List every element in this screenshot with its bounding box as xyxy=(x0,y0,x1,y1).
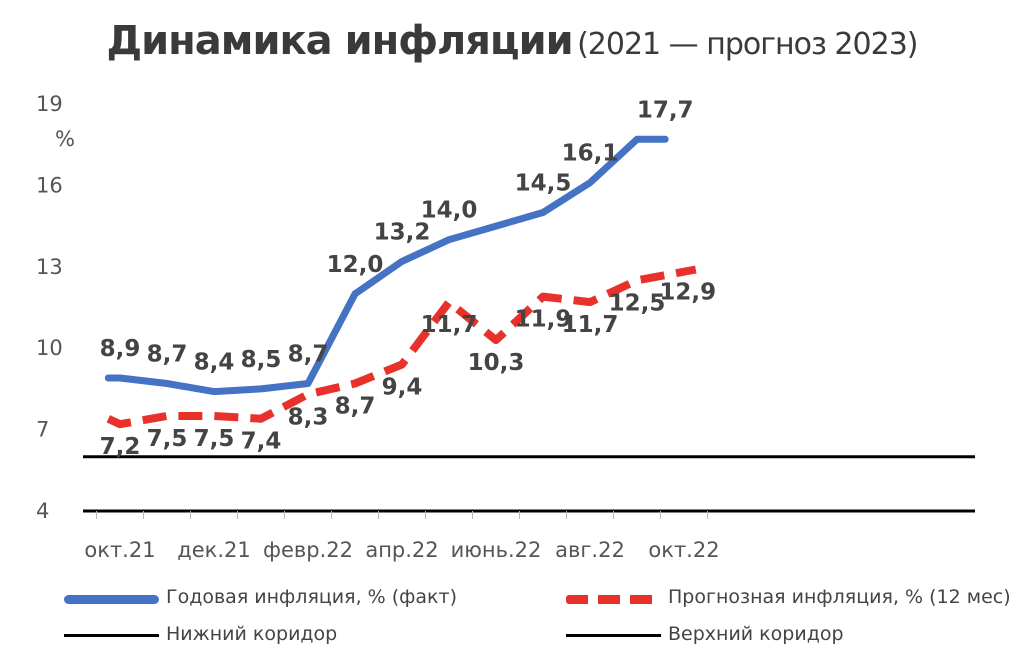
data-label-fact: 12,0 xyxy=(327,252,384,278)
data-label-forecast: 7,2 xyxy=(100,434,141,460)
legend-label-forecast: Прогнозная инфляция, % (12 мес) xyxy=(668,586,1011,608)
title-main: Динамика инфляции xyxy=(106,18,574,64)
data-label-forecast: 11,9 xyxy=(515,307,572,333)
legend-label-fact: Годовая инфляция, % (факт) xyxy=(166,586,458,608)
y-tick-label: 16 xyxy=(36,173,63,197)
x-tick-label: окт.21 xyxy=(84,538,155,562)
data-label-forecast: 7,4 xyxy=(241,429,282,455)
legend-swatch-forecast xyxy=(566,595,661,604)
y-tick-label: 10 xyxy=(36,336,63,360)
legend-label-lower: Нижний коридор xyxy=(166,623,338,645)
legend-swatch-lower xyxy=(64,634,159,637)
data-label-fact: 17,7 xyxy=(637,97,694,123)
y-tick-label: 4 xyxy=(36,499,49,523)
x-tick-label: июнь.22 xyxy=(451,538,542,562)
data-label-fact: 14,5 xyxy=(515,171,572,197)
data-label-fact: 8,9 xyxy=(100,336,141,362)
data-label-forecast: 7,5 xyxy=(147,426,188,452)
data-label-forecast: 12,5 xyxy=(609,290,666,316)
data-label-fact: 8,4 xyxy=(194,350,235,376)
data-label-forecast: 8,3 xyxy=(288,404,329,430)
series-forecast-line xyxy=(106,265,697,429)
legend-swatch-fact xyxy=(64,595,159,604)
data-label-forecast: 11,7 xyxy=(562,312,619,338)
series-fact-line xyxy=(104,135,669,396)
data-label-fact: 13,2 xyxy=(374,219,431,245)
x-tick-label: окт.22 xyxy=(648,538,719,562)
data-label-fact: 14,0 xyxy=(421,198,478,224)
y-tick-label: 7 xyxy=(36,418,49,442)
legend-label-upper: Верхний коридор xyxy=(668,623,844,645)
chart-title: Динамика инфляции (2021 — прогноз 2023) xyxy=(0,18,1024,64)
data-label-fact: 8,7 xyxy=(147,341,188,367)
data-label-forecast: 11,7 xyxy=(421,312,478,338)
data-label-forecast: 8,7 xyxy=(335,393,376,419)
x-tick-label: апр.22 xyxy=(365,538,438,562)
title-sub: (2021 — прогноз 2023) xyxy=(577,27,918,62)
data-label-forecast: 10,3 xyxy=(468,350,525,376)
legend-swatch-upper xyxy=(566,634,661,637)
y-tick-label: 19 xyxy=(36,92,63,116)
data-label-forecast: 9,4 xyxy=(382,374,423,400)
x-tick-label: февр.22 xyxy=(263,538,353,562)
data-label-fact: 8,5 xyxy=(241,347,282,373)
x-tick-label: авг.22 xyxy=(555,538,625,562)
data-label-forecast: 12,9 xyxy=(659,280,716,306)
x-tick-label: дек.21 xyxy=(177,538,251,562)
data-label-fact: 8,7 xyxy=(288,341,329,367)
y-unit-label: % xyxy=(55,127,75,151)
data-label-fact: 16,1 xyxy=(562,141,619,167)
data-label-forecast: 7,5 xyxy=(194,426,235,452)
y-tick-label: 13 xyxy=(36,255,63,279)
